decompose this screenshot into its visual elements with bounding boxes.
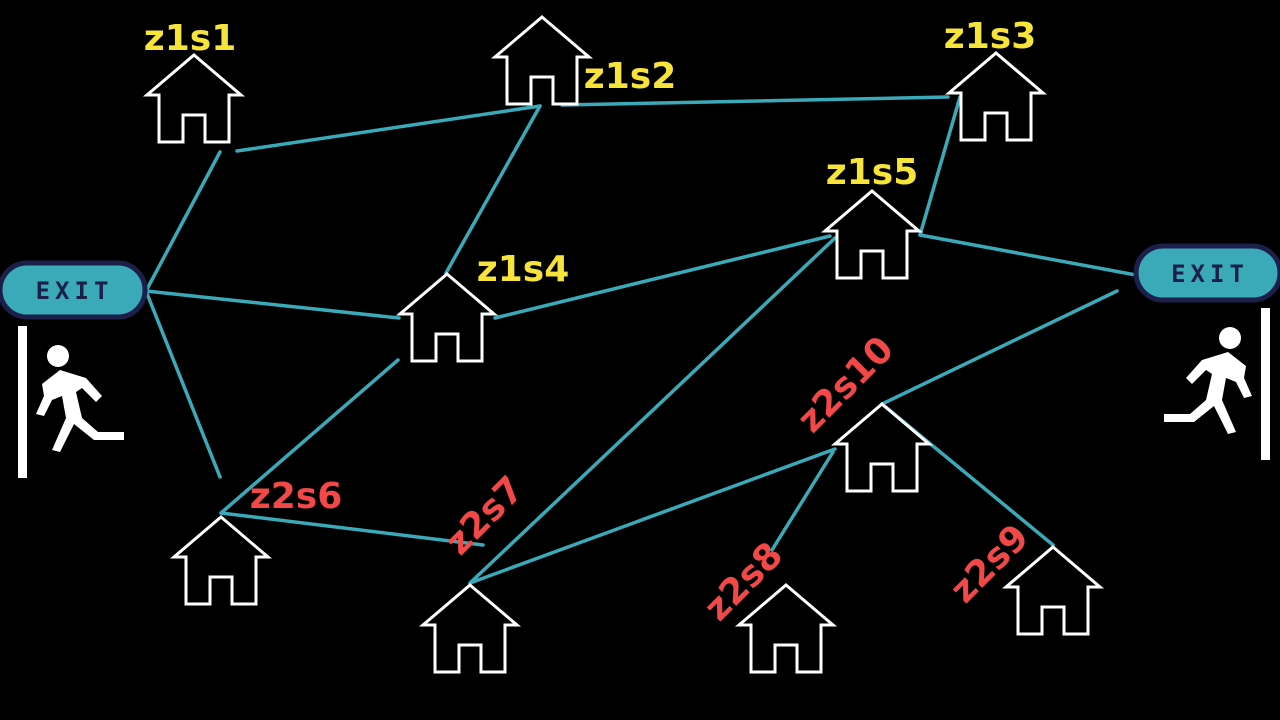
node-label-z1s5: z1s5 bbox=[826, 152, 918, 193]
edge-z1s3-z1s5 bbox=[918, 95, 962, 237]
house-icon bbox=[734, 583, 838, 674]
node-z1s1: z1s1 bbox=[142, 18, 246, 144]
exits: EXIT EXIT bbox=[0, 243, 1280, 478]
house-icon bbox=[490, 15, 594, 106]
node-label-z1s4: z1s4 bbox=[477, 249, 569, 290]
edges bbox=[144, 95, 1138, 585]
house-icon bbox=[418, 583, 522, 674]
house-icon bbox=[944, 51, 1048, 142]
edge-z1s4-z2s6 bbox=[219, 358, 400, 515]
edge-z1s2-z1s3 bbox=[560, 95, 950, 107]
edge-z1s2-z1s4 bbox=[444, 104, 542, 275]
exit-sign-plate bbox=[0, 260, 148, 320]
node-label-z1s2: z1s2 bbox=[584, 56, 676, 97]
house-icon bbox=[830, 402, 934, 493]
node-z1s3: z1s3 bbox=[944, 16, 1048, 142]
edge-z1s5-z2s7 bbox=[468, 236, 837, 585]
node-z2s6: z2s6 bbox=[169, 476, 342, 606]
node-z1s5: z1s5 bbox=[820, 152, 924, 280]
house-icon bbox=[395, 272, 499, 363]
edge-z2s7-z2s10 bbox=[468, 447, 837, 585]
edge-exit-left-z1s1 bbox=[144, 150, 222, 293]
node-z1s4: z1s4 bbox=[395, 249, 569, 363]
edge-exit-left-z2s6 bbox=[144, 289, 222, 479]
house-icon bbox=[1001, 545, 1105, 636]
node-label-z1s1: z1s1 bbox=[144, 18, 236, 59]
node-label-z2s6: z2s6 bbox=[250, 476, 342, 517]
node-z1s2: z1s2 bbox=[490, 15, 676, 106]
edge-z1s1-z1s2 bbox=[235, 104, 542, 153]
edge-z1s4-z1s5 bbox=[493, 234, 832, 320]
running-person-icon bbox=[18, 326, 124, 478]
edge-z2s10-z2s8 bbox=[770, 450, 835, 552]
exit-left-sign: EXIT bbox=[0, 260, 148, 478]
house-icon bbox=[820, 189, 924, 280]
house-icon bbox=[142, 53, 246, 144]
exit-label: EXIT bbox=[36, 277, 114, 305]
house-icon bbox=[169, 515, 273, 606]
exit-sign-plate bbox=[1133, 243, 1280, 303]
edge-z1s5-exit-right bbox=[918, 233, 1138, 277]
exit-label: EXIT bbox=[1171, 260, 1249, 288]
edge-exit-left-z1s4 bbox=[144, 289, 401, 320]
edge-z2s10-exit-right bbox=[880, 289, 1119, 406]
node-label-z1s3: z1s3 bbox=[944, 16, 1036, 57]
running-person-icon bbox=[1164, 308, 1270, 460]
exit-right-sign: EXIT bbox=[1133, 243, 1280, 460]
edge-z2s6-z2s7 bbox=[219, 511, 485, 547]
